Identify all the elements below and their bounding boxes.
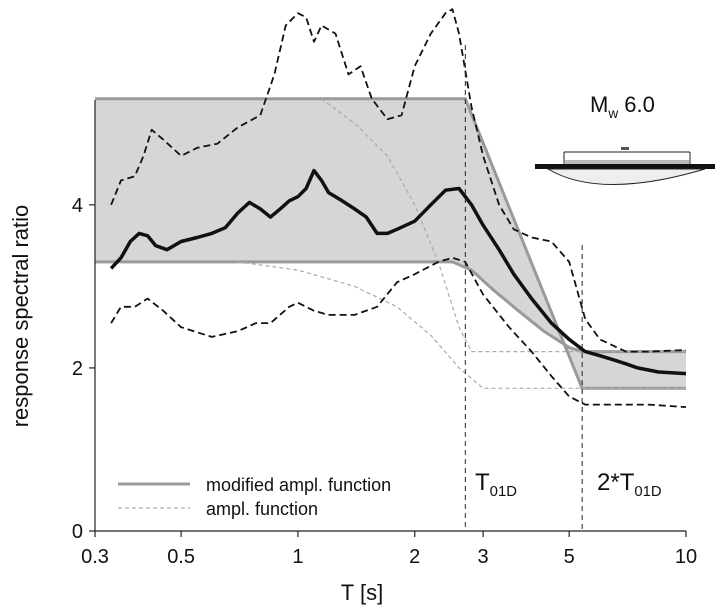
sketch-structures — [565, 160, 689, 164]
reference-label-part: 2*T — [597, 469, 635, 496]
x-tick-label: 5 — [564, 546, 575, 568]
y-tick-label: 0 — [72, 521, 83, 543]
annotation: Mw 6.0 — [590, 92, 655, 121]
sketch-surface — [535, 164, 715, 169]
x-axis-label: T [s] — [341, 580, 383, 605]
legend-label: ampl. function — [206, 499, 318, 519]
annotation-part: w — [607, 106, 618, 121]
x-tick-label: 10 — [675, 546, 697, 568]
x-tick-label: 3 — [478, 546, 489, 568]
reference-label-part: 01D — [490, 484, 518, 500]
band-area — [95, 98, 686, 389]
series-line — [109, 168, 687, 376]
band-line — [95, 260, 686, 354]
reference-label: 2*T01D — [597, 469, 662, 500]
series-line — [110, 8, 687, 353]
legend-label: modified ampl. function — [206, 475, 391, 495]
sketch-basin — [546, 168, 706, 185]
basin-sketch — [535, 147, 715, 185]
annotation-part: 6.0 — [618, 92, 655, 117]
x-tick-label: 0.3 — [81, 546, 109, 568]
y-tick-label: 2 — [72, 358, 83, 380]
sketch-marker — [621, 147, 629, 150]
x-tick-label: 2 — [409, 546, 420, 568]
x-tick-label: 1 — [292, 546, 303, 568]
x-tick-label: 0.5 — [167, 546, 195, 568]
y-tick-label: 4 — [72, 195, 83, 217]
annotation-part: M — [590, 92, 608, 117]
series-line — [110, 256, 687, 408]
reference-label-part: 01D — [634, 484, 662, 500]
reference-label: T01D — [475, 469, 517, 500]
reference-label-part: T — [475, 469, 490, 496]
y-axis-label: response spectral ratio — [8, 205, 33, 428]
